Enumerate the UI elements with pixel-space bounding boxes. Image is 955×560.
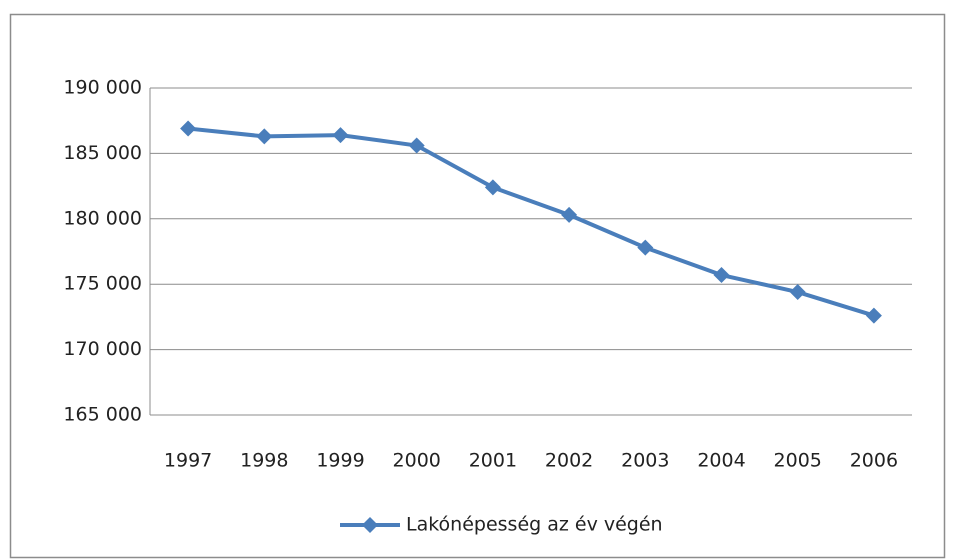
x-tick-label: 2001 — [469, 450, 517, 472]
marker — [408, 137, 425, 154]
marker — [713, 267, 730, 284]
marker — [484, 179, 501, 196]
x-tick-label: 1998 — [240, 450, 288, 472]
marker — [865, 307, 882, 324]
y-tick-label: 175 000 — [63, 273, 142, 295]
x-tick-label: 2003 — [621, 450, 669, 472]
x-tick-label: 1999 — [316, 450, 364, 472]
marker — [180, 120, 197, 137]
marker — [256, 128, 273, 145]
x-tick-label: 1997 — [164, 450, 212, 472]
x-tick-label: 2002 — [545, 450, 593, 472]
x-tick-label: 2006 — [850, 450, 898, 472]
y-tick-label: 190 000 — [63, 77, 142, 99]
y-tick-label: 170 000 — [63, 338, 142, 360]
marker — [789, 284, 806, 301]
y-tick-label: 165 000 — [63, 404, 142, 426]
legend-label: Lakónépesség az év végén — [406, 514, 663, 536]
marker — [637, 239, 654, 256]
series-line — [187, 126, 875, 318]
x-tick-label: 2005 — [774, 450, 822, 472]
x-tick-label: 2000 — [393, 450, 441, 472]
y-tick-label: 185 000 — [63, 142, 142, 164]
chart-border — [9, 13, 946, 559]
marker — [561, 206, 578, 223]
x-tick-label: 2004 — [697, 450, 745, 472]
marker — [332, 127, 349, 144]
y-tick-label: 180 000 — [63, 207, 142, 229]
legend-marker — [362, 517, 378, 533]
